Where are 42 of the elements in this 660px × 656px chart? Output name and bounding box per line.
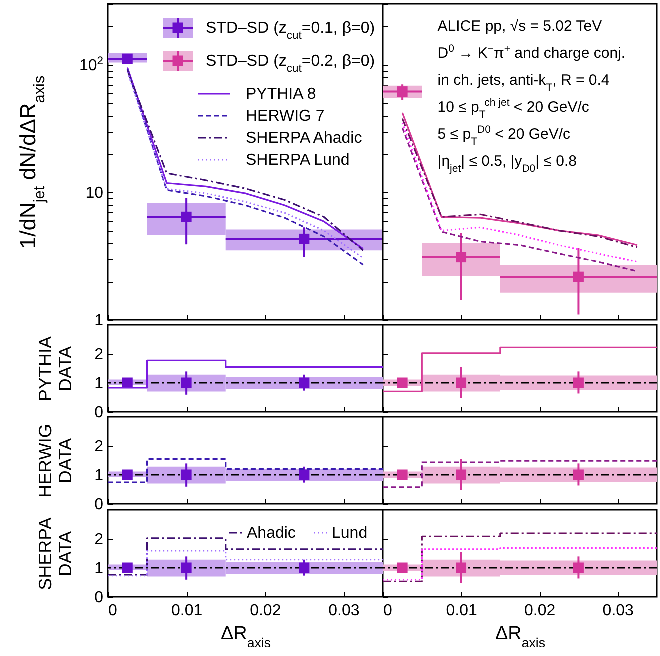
legend-label: STD–SD (z$_{cut}$=0.1, β=0)	[206, 20, 376, 42]
y-tick-label: 2	[94, 532, 104, 548]
y-tick-label: 1	[94, 376, 104, 392]
y-tick-label: 10	[86, 184, 104, 202]
legend-label: Lund	[332, 525, 368, 542]
y-tick-label: 0	[94, 590, 104, 606]
x-tick-label: 0.02	[250, 602, 282, 620]
annotation: D$^{0}$ → K$^{−}$π$^{+}$ and charge conj.	[438, 43, 626, 62]
x-axis-title: ΔR$_{axis}$	[220, 624, 272, 650]
y-tick-label: 1	[94, 468, 104, 484]
x-axis-title: ΔR$_{axis}$	[495, 624, 546, 650]
legend-label: STD–SD (z$_{cut}$=0.2, β=0)	[206, 53, 376, 75]
annotation: |η$_{jet}$| ≤ 0.5, |y$_{D0}$| ≤ 0.8	[438, 153, 577, 175]
y-tick-label: 2	[94, 438, 104, 456]
annotation: 10 ≤ p$_{T}$$^{ch jet}$ < 20 GeV/c	[438, 97, 590, 121]
y-tick-label: 2	[94, 346, 104, 364]
y-tick-label: 10$^{2}$	[79, 55, 104, 74]
point	[299, 234, 310, 244]
x-tick-label: 0.03	[602, 602, 634, 620]
legend-label: HERWIG 7	[246, 108, 325, 125]
annotation: in ch. jets, anti-k$_{T}$, R = 0.4	[438, 72, 610, 94]
legend-label: PYTHIA 8	[246, 86, 316, 103]
y-tick-label: 1	[94, 312, 104, 330]
point	[122, 54, 133, 64]
annotation: 5 ≤ p$_{T}$$^{D0}$ < 20 GeV/c	[438, 124, 572, 148]
point	[181, 212, 192, 222]
y-tick-label: 0	[94, 404, 104, 422]
y-tick-label: 1	[94, 560, 104, 578]
x-tick-label: 0	[108, 602, 118, 620]
y-axis-title: HERWIG DATA	[36, 424, 76, 498]
x-tick-label: 0.01	[446, 602, 478, 620]
y-axis-title: PYTHIA DATA	[36, 336, 76, 402]
legend-label: SHERPA Ahadic	[246, 130, 362, 147]
annotation: ALICE pp, √s = 5.02 TeV	[438, 18, 602, 35]
y-tick-label: 0	[94, 496, 104, 514]
x-tick-label: 0.03	[328, 602, 360, 620]
x-tick-label: 0.01	[172, 602, 203, 620]
x-tick-label: 0	[384, 602, 392, 620]
x-tick-label: 0.02	[524, 602, 556, 620]
y-axis-title: SHERPA DATA	[36, 518, 76, 590]
legend-label: SHERPA Lund	[246, 152, 350, 169]
legend-label: Ahadic	[247, 525, 296, 542]
